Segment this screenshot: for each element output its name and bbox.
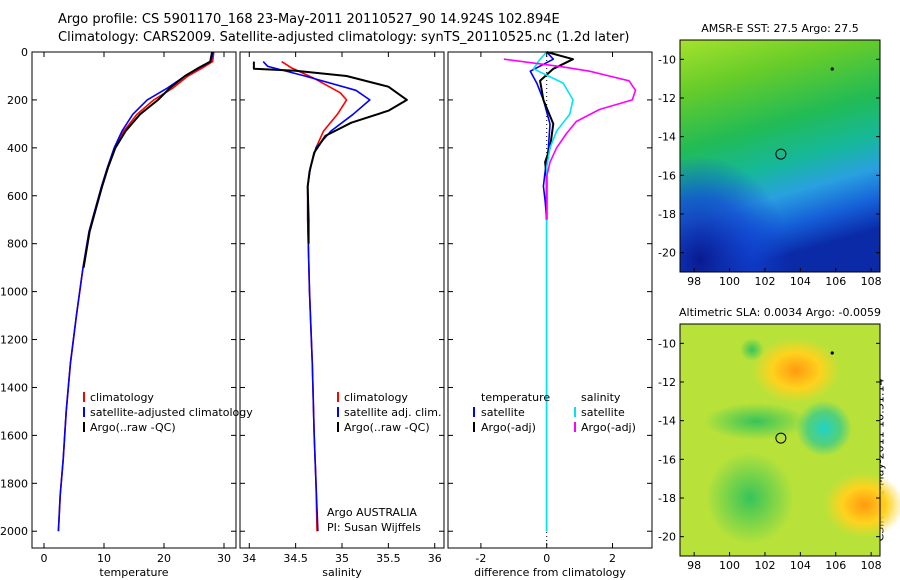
y-tick-label: 1400 <box>0 381 28 394</box>
sla-low-band <box>704 402 808 440</box>
legend-label: temperature <box>481 391 550 404</box>
sla-low-center <box>796 400 852 457</box>
y-tick-label: 200 <box>7 94 28 107</box>
series-line-2-0 <box>529 51 555 532</box>
x-axis-label: difference from climatology <box>474 566 626 579</box>
y-tick-label: 1800 <box>0 477 28 490</box>
x-tick-label: 106 <box>825 559 846 572</box>
series-line-2-2 <box>532 51 574 532</box>
x-tick-label: 34.5 <box>283 552 308 565</box>
y-tick-label: -20 <box>658 531 676 544</box>
y-tick-label: -14 <box>658 415 676 428</box>
legend-label: Argo(..raw -QC) <box>344 421 430 434</box>
legend-label: climatology <box>90 391 154 404</box>
y-tick-label: 1200 <box>0 334 28 347</box>
y-tick-label: 0 <box>21 46 28 59</box>
legend-label: Argo(..raw -QC) <box>90 421 176 434</box>
x-tick-label: 104 <box>790 275 811 288</box>
sla-high-southeast <box>824 472 900 538</box>
climatology-title: Climatology: CARS2009. Satellite-adjuste… <box>58 30 630 45</box>
x-tick-label: 36 <box>428 552 442 565</box>
map-field-4 <box>680 324 900 556</box>
x-tick-label: 0 <box>543 552 550 565</box>
sst-cold-patch <box>680 40 880 272</box>
x-axis-label: salinity <box>322 566 362 579</box>
island-marker <box>830 351 834 355</box>
pi-label: PI: Susan Wijffels <box>327 521 421 534</box>
float-position-marker <box>775 432 787 444</box>
y-tick-label: -12 <box>658 376 676 389</box>
x-tick-label: 20 <box>157 552 171 565</box>
x-tick-label: 108 <box>861 559 882 572</box>
x-tick-label: 108 <box>861 275 882 288</box>
float-owner-label: Argo AUSTRALIA <box>327 506 417 519</box>
y-tick-label: -16 <box>658 453 676 466</box>
x-tick-label: 100 <box>719 275 740 288</box>
y-tick-label: -18 <box>658 492 676 505</box>
map-title: AMSR-E SST: 27.5 Argo: 27.5 <box>701 22 859 35</box>
x-tick-label: 104 <box>790 559 811 572</box>
map-field-3 <box>680 40 880 272</box>
plot-frame-2 <box>447 51 653 549</box>
series-line-1-1 <box>262 61 371 532</box>
legend-label: salinity <box>581 391 621 404</box>
x-tick-label: 98 <box>687 559 701 572</box>
y-tick-label: -20 <box>658 247 676 260</box>
x-tick-label: 35 <box>335 552 349 565</box>
x-tick-label: 102 <box>754 275 775 288</box>
y-tick-label: 1600 <box>0 429 28 442</box>
legend-label: satellite <box>581 406 625 419</box>
x-tick-label: 2 <box>609 552 616 565</box>
series-line-0-1 <box>57 51 214 532</box>
x-tick-label: 106 <box>825 275 846 288</box>
legend-label: satellite-adjusted climatology <box>90 406 253 419</box>
series-line-2-3 <box>503 58 637 220</box>
legend-label: satellite adj. clim. <box>344 406 441 419</box>
x-tick-label: 98 <box>687 275 701 288</box>
series-line-0-2 <box>82 52 213 268</box>
y-tick-label: -10 <box>658 337 676 350</box>
legend-label: Argo(-adj) <box>581 421 636 434</box>
island-marker <box>830 67 834 71</box>
y-tick-label: 400 <box>7 142 28 155</box>
x-tick-label: -2 <box>475 552 486 565</box>
x-tick-label: 35.5 <box>376 552 401 565</box>
y-tick-label: 1000 <box>0 286 28 299</box>
x-tick-label: 30 <box>217 552 231 565</box>
map-title: Altimetric SLA: 0.0034 Argo: -0.0059 <box>679 306 881 319</box>
legend-label: climatology <box>344 391 408 404</box>
series-line-0-0 <box>57 51 215 532</box>
plot-frame-0 <box>31 51 237 549</box>
sla-low-north <box>740 337 764 362</box>
series-line-1-0 <box>281 60 348 532</box>
x-tick-label: 0 <box>41 552 48 565</box>
x-axis-label: temperature <box>99 566 168 579</box>
y-tick-label: 800 <box>7 238 28 251</box>
series-line-1-2 <box>252 61 408 244</box>
y-tick-label: -18 <box>658 208 676 221</box>
x-tick-label: 10 <box>97 552 111 565</box>
y-tick-label: -10 <box>658 53 676 66</box>
legend-label: Argo(-adj) <box>481 421 536 434</box>
legend-label: satellite <box>481 406 525 419</box>
x-tick-label: 100 <box>719 559 740 572</box>
sla-low-south <box>706 451 794 545</box>
sla-high-north <box>752 337 840 403</box>
y-tick-label: 2000 <box>0 525 28 538</box>
y-tick-label: 600 <box>7 190 28 203</box>
float-position-marker <box>775 148 787 160</box>
y-tick-label: -12 <box>658 92 676 105</box>
y-tick-label: -16 <box>658 169 676 182</box>
map-frame-4 <box>679 323 881 557</box>
y-tick-label: -14 <box>658 131 676 144</box>
profile-title: Argo profile: CS 5901170_168 23-May-2011… <box>58 12 560 27</box>
x-tick-label: 34 <box>242 552 256 565</box>
x-tick-label: 102 <box>754 559 775 572</box>
map-frame-3 <box>679 39 881 273</box>
